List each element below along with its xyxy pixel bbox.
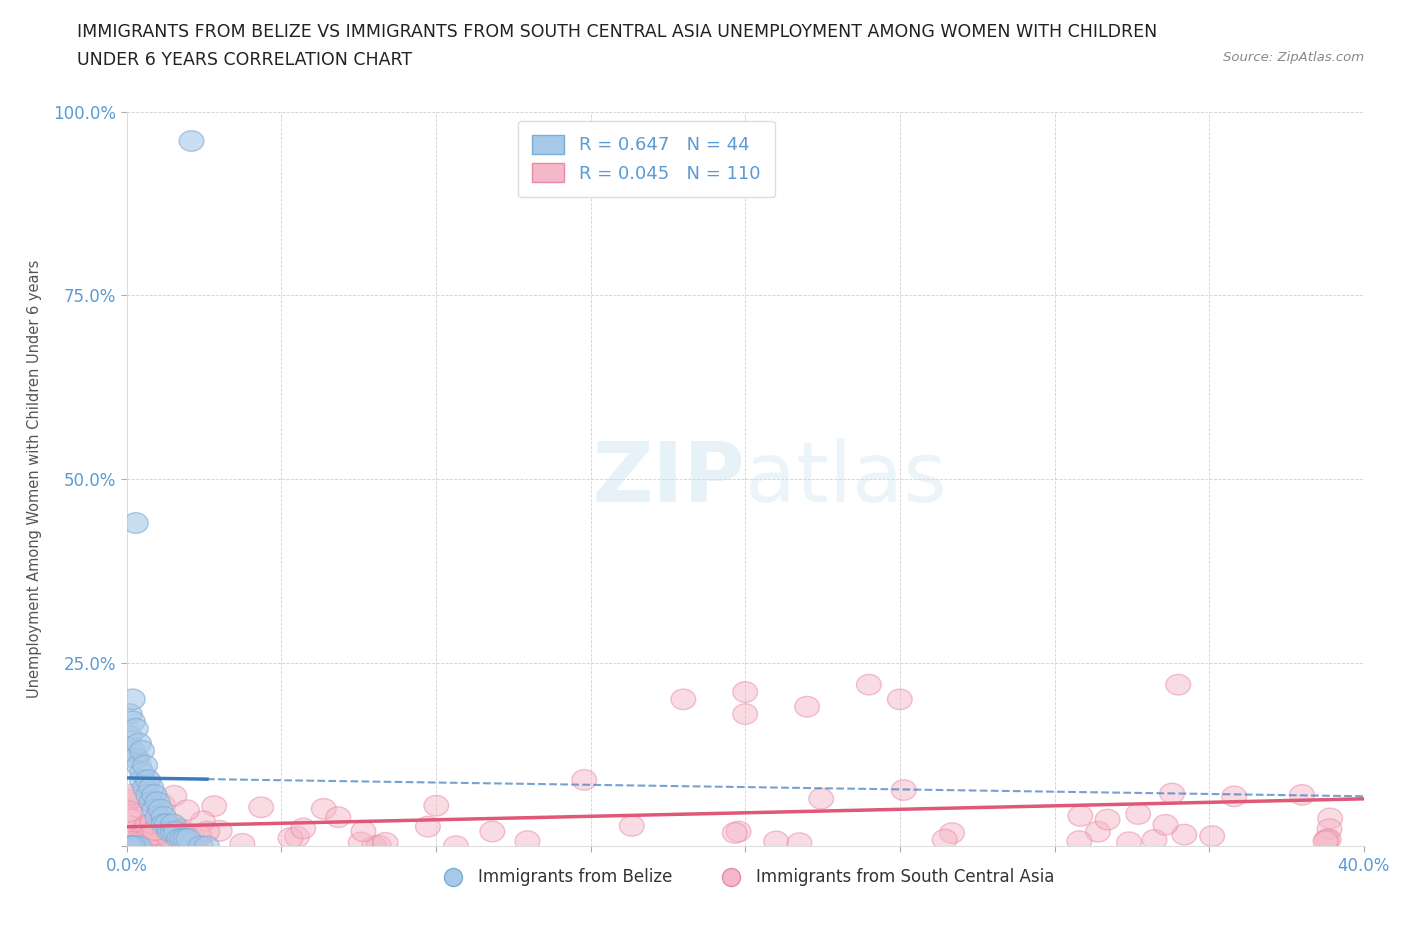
Y-axis label: Unemployment Among Women with Children Under 6 years: Unemployment Among Women with Children U… xyxy=(27,259,42,698)
Text: IMMIGRANTS FROM BELIZE VS IMMIGRANTS FROM SOUTH CENTRAL ASIA UNEMPLOYMENT AMONG : IMMIGRANTS FROM BELIZE VS IMMIGRANTS FRO… xyxy=(77,23,1157,41)
Text: ZIP: ZIP xyxy=(593,438,745,520)
Legend: Immigrants from Belize, Immigrants from South Central Asia: Immigrants from Belize, Immigrants from … xyxy=(430,862,1060,893)
Text: atlas: atlas xyxy=(745,438,946,520)
Text: UNDER 6 YEARS CORRELATION CHART: UNDER 6 YEARS CORRELATION CHART xyxy=(77,51,412,69)
Text: Source: ZipAtlas.com: Source: ZipAtlas.com xyxy=(1223,51,1364,64)
